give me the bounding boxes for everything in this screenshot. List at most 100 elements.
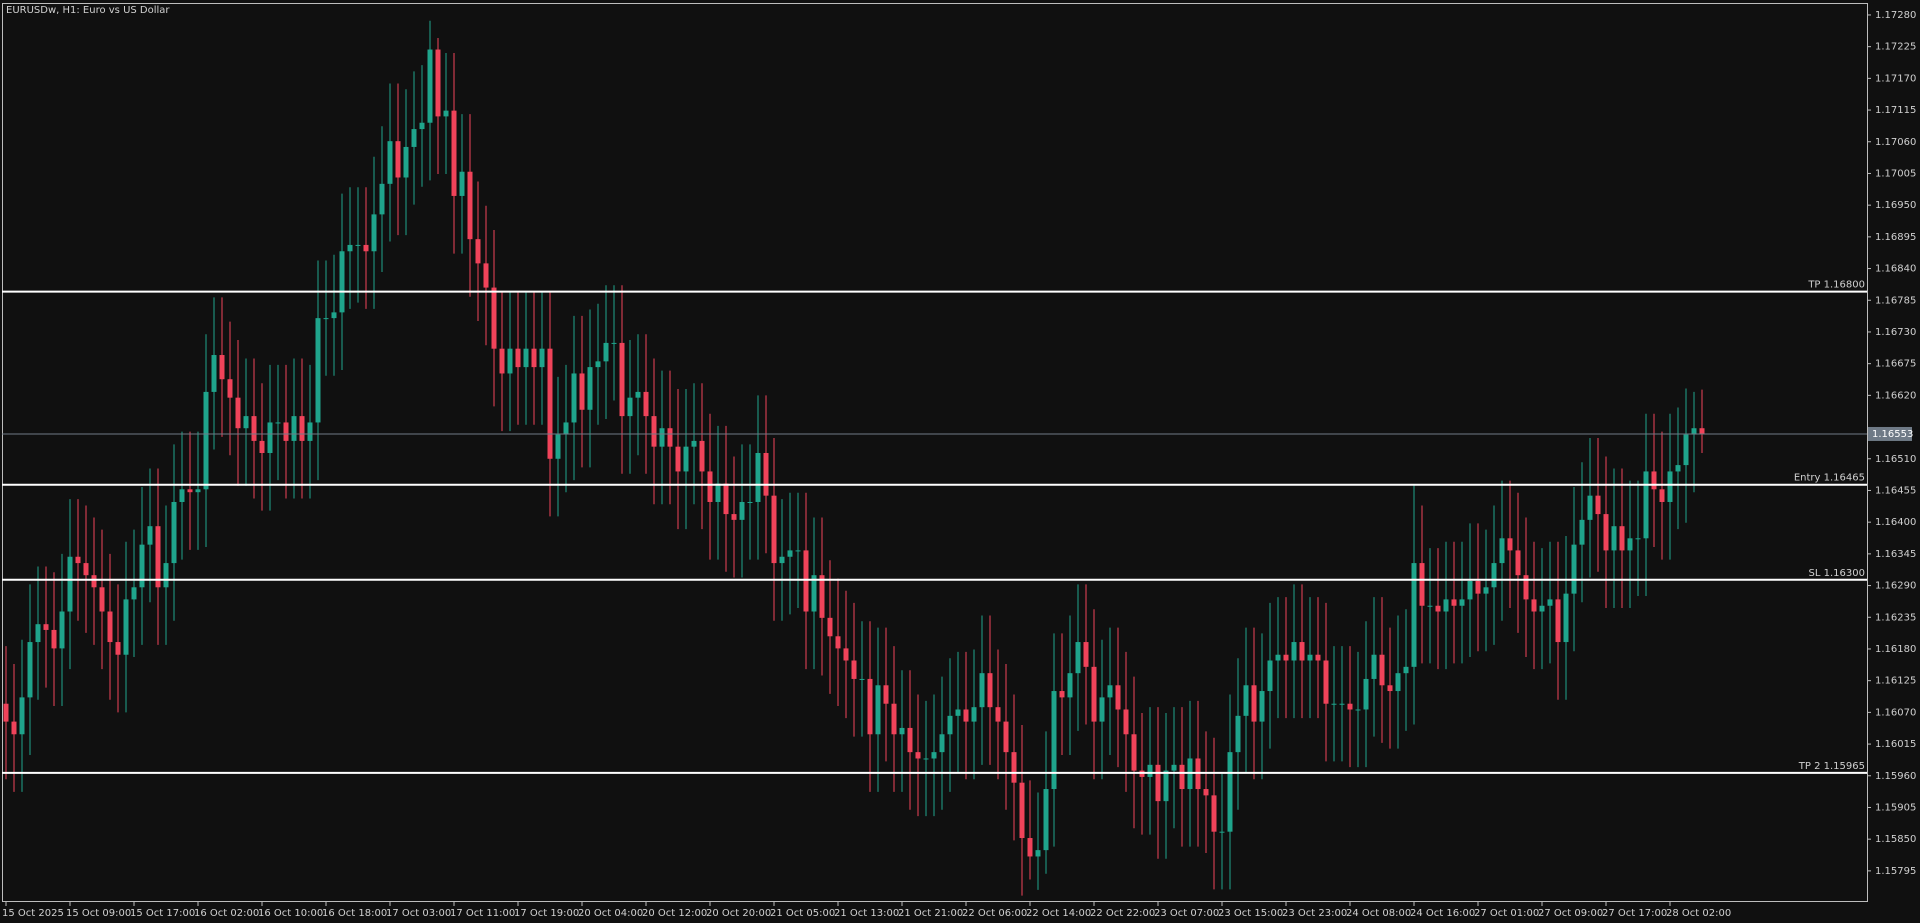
candle-body bbox=[235, 397, 241, 429]
y-tick-label: 1.16730 bbox=[1875, 327, 1916, 338]
candle-body bbox=[203, 391, 209, 490]
y-tick-label: 1.16235 bbox=[1875, 612, 1916, 623]
candle-body bbox=[459, 171, 465, 196]
candle-body bbox=[1483, 587, 1489, 594]
candle-body bbox=[259, 440, 265, 453]
chart-title: EURUSDw, H1: Euro vs US Dollar bbox=[6, 5, 170, 16]
candle-body bbox=[1627, 538, 1633, 551]
candle-body bbox=[1347, 703, 1353, 710]
candle-body bbox=[875, 685, 881, 735]
candle-body bbox=[531, 348, 537, 368]
y-tick-label: 1.17005 bbox=[1875, 168, 1916, 179]
candle-body bbox=[243, 416, 249, 429]
candle-body bbox=[1443, 599, 1449, 612]
candle-body bbox=[1651, 471, 1657, 490]
candle-body bbox=[859, 678, 865, 680]
candle-body bbox=[715, 483, 721, 502]
x-tick-label: 22 Oct 22:00 bbox=[1090, 908, 1155, 919]
candle-body bbox=[331, 312, 337, 319]
x-tick-label: 27 Oct 01:00 bbox=[1474, 908, 1539, 919]
candle-body bbox=[1155, 764, 1161, 802]
candle-body bbox=[795, 550, 801, 552]
candle-body bbox=[1579, 519, 1585, 545]
candle-body bbox=[1467, 580, 1473, 600]
candle-body bbox=[1691, 428, 1697, 435]
y-tick-label: 1.17280 bbox=[1875, 10, 1916, 21]
candle-body bbox=[955, 709, 961, 716]
candle-body bbox=[1603, 514, 1609, 551]
x-tick-label: 17 Oct 03:00 bbox=[386, 908, 451, 919]
candle-body bbox=[1643, 471, 1649, 539]
x-tick-label: 16 Oct 02:00 bbox=[194, 908, 259, 919]
candle-body bbox=[1683, 434, 1689, 466]
candle-body bbox=[1115, 685, 1121, 710]
candle-body bbox=[1547, 599, 1553, 606]
candle-body bbox=[1059, 691, 1065, 698]
candle-body bbox=[851, 660, 857, 679]
candle-body bbox=[931, 752, 937, 759]
candle-body bbox=[467, 171, 473, 240]
candle-body bbox=[411, 129, 417, 147]
x-tick-label: 21 Oct 05:00 bbox=[770, 908, 835, 919]
candle-body bbox=[1355, 709, 1361, 711]
x-tick-label: 23 Oct 15:00 bbox=[1218, 908, 1283, 919]
x-tick-label: 20 Oct 04:00 bbox=[578, 908, 643, 919]
candle-body bbox=[811, 575, 817, 612]
candle-body bbox=[1051, 691, 1057, 790]
candle-body bbox=[1635, 538, 1641, 540]
candle-body bbox=[99, 587, 105, 612]
candle-body bbox=[939, 734, 945, 753]
candle-body bbox=[1323, 660, 1329, 704]
y-tick-label: 1.16895 bbox=[1875, 232, 1916, 243]
x-tick-label: 27 Oct 17:00 bbox=[1602, 908, 1667, 919]
y-tick-label: 1.16620 bbox=[1875, 390, 1916, 401]
candle-body bbox=[539, 348, 545, 368]
candle-body bbox=[899, 727, 905, 735]
y-tick-label: 1.16070 bbox=[1875, 707, 1916, 718]
candle-body bbox=[571, 373, 577, 423]
y-tick-label: 1.16180 bbox=[1875, 644, 1916, 655]
candle-body bbox=[1307, 654, 1313, 661]
level-label: Entry 1.16465 bbox=[1794, 473, 1865, 484]
candle-body bbox=[699, 440, 705, 472]
x-tick-label: 22 Oct 06:00 bbox=[962, 908, 1027, 919]
candle-body bbox=[75, 556, 81, 564]
candle-body bbox=[1395, 673, 1401, 692]
y-tick-label: 1.16125 bbox=[1875, 676, 1916, 687]
candle-body bbox=[307, 422, 313, 441]
level-label: TP 1.16800 bbox=[1807, 280, 1865, 291]
candle-body bbox=[915, 752, 921, 759]
level-label: TP 2 1.15965 bbox=[1798, 761, 1865, 772]
candle-body bbox=[435, 49, 441, 117]
candle-body bbox=[403, 146, 409, 178]
candle-body bbox=[283, 422, 289, 441]
candle-body bbox=[787, 550, 793, 557]
candle-body bbox=[43, 624, 49, 630]
candle-body bbox=[1299, 642, 1305, 661]
candle-body bbox=[1491, 563, 1497, 588]
candle-body bbox=[587, 367, 593, 410]
candle-body bbox=[1619, 526, 1625, 551]
candle-body bbox=[1499, 538, 1505, 564]
candle-body bbox=[555, 434, 561, 459]
candle-body bbox=[347, 244, 353, 252]
candle-body bbox=[1219, 831, 1225, 833]
candle-body bbox=[691, 440, 697, 447]
candle-body bbox=[603, 342, 609, 362]
candle-body bbox=[1203, 789, 1209, 796]
candle-body bbox=[195, 489, 201, 493]
candle-body bbox=[275, 422, 281, 424]
candle-body bbox=[771, 495, 777, 564]
x-tick-label: 27 Oct 09:00 bbox=[1538, 908, 1603, 919]
candle-body bbox=[291, 416, 297, 441]
candle-body bbox=[619, 342, 625, 417]
candle-body bbox=[419, 122, 425, 130]
y-tick-label: 1.16455 bbox=[1875, 485, 1916, 496]
candle-body bbox=[1459, 599, 1465, 606]
candle-body bbox=[1283, 654, 1289, 661]
x-tick-label: 16 Oct 10:00 bbox=[258, 908, 323, 919]
x-tick-label: 22 Oct 14:00 bbox=[1026, 908, 1091, 919]
candle-body bbox=[19, 697, 25, 735]
